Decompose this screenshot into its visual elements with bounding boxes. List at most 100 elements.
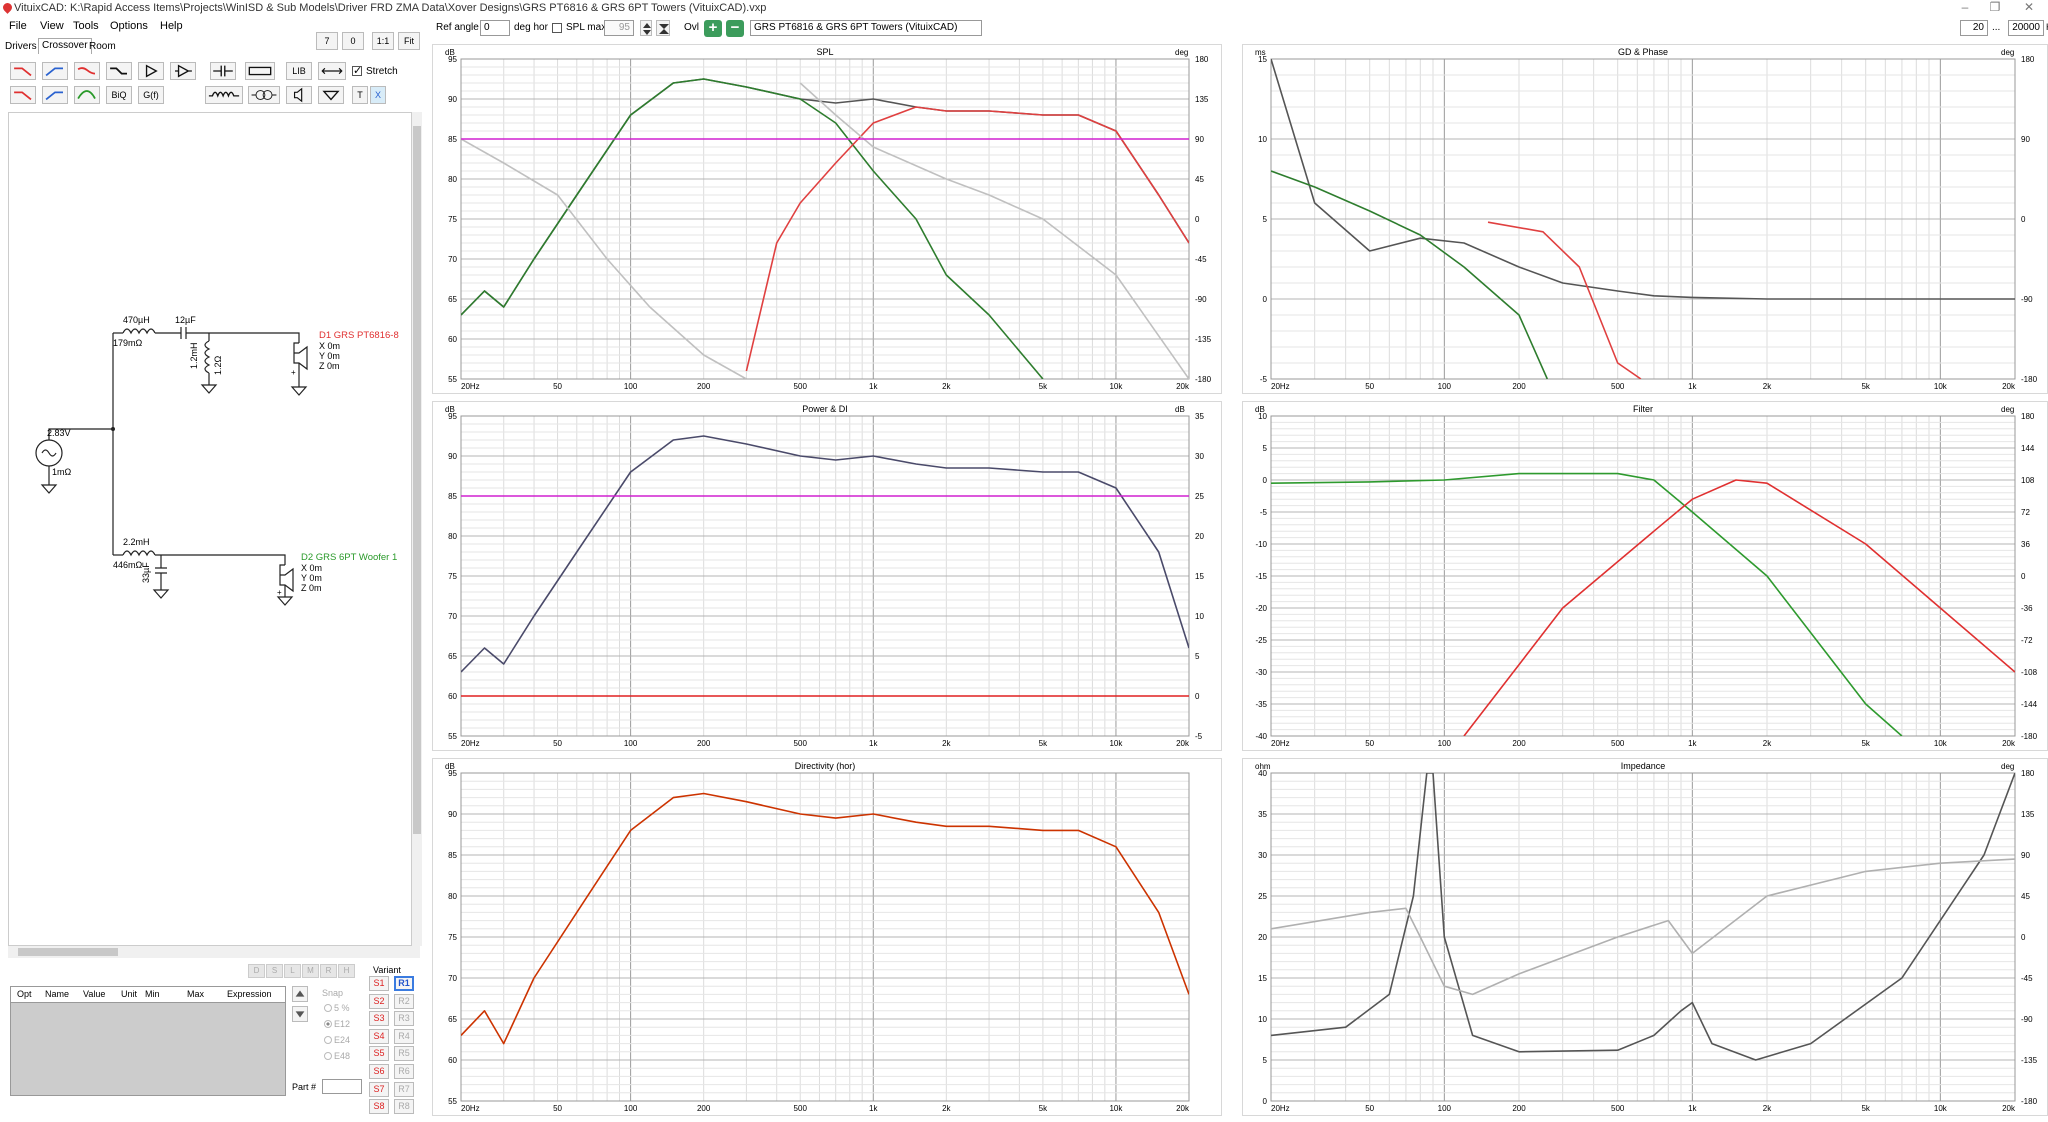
overlay-name-input[interactable]: GRS PT6816 & GRS 6PT Towers (VituixCAD) [750, 20, 982, 36]
shelf-icon[interactable] [106, 62, 132, 80]
driver1-name[interactable]: D1 GRS PT6816-8 [319, 330, 399, 341]
variant-s7-button[interactable]: S7 [369, 1081, 389, 1097]
tab-drivers[interactable]: Drivers [5, 41, 37, 52]
highpass-2-icon[interactable] [42, 86, 68, 104]
variant-r8-button[interactable]: R8 [394, 1099, 414, 1115]
wire-icon[interactable] [318, 62, 346, 80]
peak-icon[interactable] [74, 86, 100, 104]
col-value[interactable]: Value [83, 989, 106, 999]
zero-button[interactable]: 0 [342, 32, 364, 50]
filter-chart[interactable]: Filter dB deg 10 5 0 -5 -10 -15 -20 -25 -30 -35 -40 18… [1242, 401, 2048, 751]
spl-max-checkbox[interactable] [552, 23, 562, 33]
gf-button[interactable]: G(f) [138, 86, 164, 104]
schematic-canvas[interactable]: 2.83V 1mΩ 470µH 179mΩ 12µF 1.2mH 1.2Ω D1… [8, 112, 412, 946]
col-name[interactable]: Name [45, 989, 70, 999]
power-di-chart[interactable]: Power & DI dB dB 95 90 85 80 75 70 65 60 55 35 30 25 20… [432, 401, 1222, 751]
transformer-icon[interactable] [248, 86, 280, 104]
fit-button[interactable]: Fit [398, 32, 420, 50]
spl-max-spinner[interactable] [640, 20, 652, 36]
variant-r5-button[interactable]: R5 [394, 1046, 414, 1062]
menu-tools[interactable]: Tools [73, 20, 99, 32]
move-down-icon[interactable] [292, 1006, 308, 1022]
part-input[interactable] [322, 1079, 362, 1094]
col-expression[interactable]: Expression [227, 989, 272, 999]
minimize-button[interactable]: – [1961, 0, 1969, 14]
hscroll-thumb[interactable] [18, 948, 118, 956]
menu-help[interactable]: Help [160, 20, 183, 32]
schematic-hscroll[interactable] [8, 946, 420, 958]
schematic-vscroll[interactable] [412, 112, 422, 946]
lowpass-2-icon[interactable] [10, 86, 36, 104]
grey-button-h[interactable]: H [338, 964, 355, 978]
variant-s6-button[interactable]: S6 [369, 1064, 389, 1079]
gd-phase-chart[interactable]: GD & Phase ms deg 15 10 5 0 -5 180 90 0 -90 -180 20Hz… [1242, 44, 2048, 394]
spl-max-input[interactable]: 95 [604, 20, 634, 36]
inductor-icon[interactable] [205, 86, 243, 104]
grey-button-s[interactable]: S [266, 964, 283, 978]
driver2-name[interactable]: D2 GRS 6PT Woofer 1 [301, 552, 397, 563]
c2-value: 33µF [141, 562, 151, 583]
lowpass-1-icon[interactable] [10, 62, 36, 80]
spl-chart[interactable]: SPL dB deg 95 90 85 80 75 70 65 60 55 180 135 90 45 0 -45… [432, 44, 1222, 394]
gd-y2tick: -180 [2021, 375, 2038, 384]
variant-r7-button[interactable]: R7 [394, 1081, 414, 1097]
biquad-button[interactable]: BiQ [106, 86, 132, 104]
amp-icon[interactable] [170, 62, 196, 80]
menu-options[interactable]: Options [110, 20, 148, 32]
ref-angle-input[interactable]: 0 [480, 20, 510, 36]
text-button[interactable]: T [352, 86, 368, 104]
variant-r6-button[interactable]: R6 [394, 1064, 414, 1079]
ground-icon[interactable] [318, 86, 344, 104]
zoom-input[interactable]: 7 [316, 32, 338, 50]
tab-crossover[interactable]: Crossover [38, 38, 92, 54]
grey-button-d[interactable]: D [248, 964, 265, 978]
snap-option-e24[interactable]: E24 [324, 1035, 350, 1045]
speaker-icon[interactable] [286, 86, 312, 104]
spl-series-2 [745, 106, 1189, 372]
col-opt[interactable]: Opt [17, 989, 32, 999]
stretch-checkbox[interactable] [352, 64, 362, 77]
snap-option-5pct[interactable]: 5 % [324, 1003, 350, 1013]
highpass-1-icon[interactable] [42, 62, 68, 80]
grey-button-m[interactable]: M [302, 964, 319, 978]
capacitor-icon[interactable] [210, 62, 236, 80]
variant-r2-button[interactable]: R2 [394, 993, 414, 1009]
close-button[interactable]: ✕ [2023, 0, 2035, 14]
snap-option-e48[interactable]: E48 [324, 1051, 350, 1061]
one-to-one-button[interactable]: 1:1 [372, 32, 394, 50]
freq-max-input[interactable]: 20000 [2008, 20, 2044, 36]
col-max[interactable]: Max [187, 989, 205, 999]
remove-overlay-icon[interactable]: − [726, 20, 744, 37]
tab-room[interactable]: Room [89, 41, 116, 52]
variant-s5-button[interactable]: S5 [369, 1046, 389, 1062]
col-unit[interactable]: Unit [121, 989, 138, 999]
variant-r4-button[interactable]: R4 [394, 1028, 414, 1044]
variant-s2-button[interactable]: S2 [369, 993, 389, 1009]
optimizer-table[interactable]: Opt Name Value Unit Min Max Expression [10, 986, 286, 1096]
impedance-chart[interactable]: Impedance ohm deg 40 35 30 25 20 15 10 5 0 180 135 90 4… [1242, 758, 2048, 1116]
menu-file[interactable]: File [9, 20, 27, 32]
menu-view[interactable]: View [40, 20, 64, 32]
grey-button-r[interactable]: R [320, 964, 337, 978]
resistor-icon[interactable] [245, 62, 275, 80]
variant-s1-button[interactable]: S1 [369, 976, 389, 991]
variant-s4-button[interactable]: S4 [369, 1028, 389, 1044]
buffer-icon[interactable] [138, 62, 164, 80]
delete-button[interactable]: X [370, 86, 386, 104]
freq-min-input[interactable]: 20 [1960, 20, 1988, 36]
lib-button[interactable]: LIB [286, 62, 312, 80]
spl-max-reset-icon[interactable] [656, 20, 670, 36]
grey-button-l[interactable]: L [284, 964, 301, 978]
directivity-chart[interactable]: Directivity (hor) dB 95 90 85 80 75 70 65 60 55 20H… [432, 758, 1222, 1116]
bandpass-icon[interactable] [74, 62, 100, 80]
variant-s8-button[interactable]: S8 [369, 1099, 389, 1115]
variant-r1-button[interactable]: R1 [394, 976, 414, 991]
move-up-icon[interactable] [292, 986, 308, 1002]
variant-r3-button[interactable]: R3 [394, 1011, 414, 1027]
col-min[interactable]: Min [145, 989, 160, 999]
add-overlay-icon[interactable]: + [704, 20, 722, 37]
restore-button[interactable]: ❐ [1989, 0, 2001, 14]
snap-option-e12[interactable]: E12 [324, 1019, 350, 1029]
variant-s3-button[interactable]: S3 [369, 1011, 389, 1027]
vscroll-thumb[interactable] [413, 126, 421, 834]
